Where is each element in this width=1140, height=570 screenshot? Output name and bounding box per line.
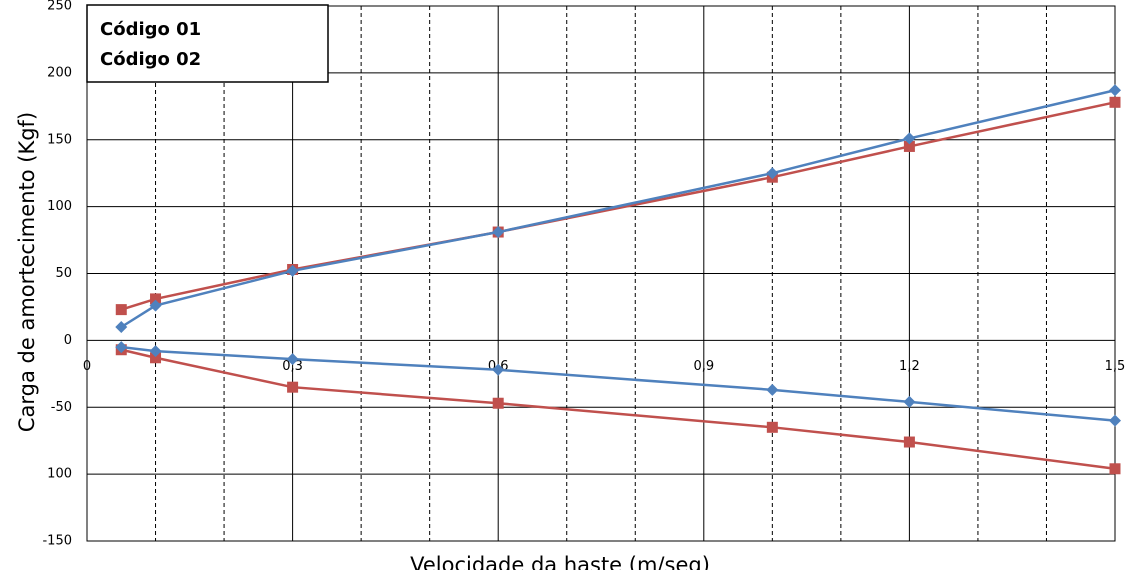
marker bbox=[149, 299, 162, 312]
marker bbox=[903, 132, 916, 145]
y-tick-label: -150 bbox=[42, 534, 72, 549]
marker bbox=[286, 353, 299, 366]
x-tick-label: 0,9 bbox=[693, 359, 714, 374]
x-tick-label: 0,3 bbox=[282, 359, 303, 374]
y-tick-label: 250 bbox=[47, 0, 72, 14]
y-tick-label: -50 bbox=[51, 400, 72, 415]
marker bbox=[903, 140, 915, 152]
marker bbox=[492, 226, 505, 239]
marker bbox=[903, 436, 915, 448]
marker bbox=[150, 293, 162, 305]
x-tick-label: 1,2 bbox=[899, 359, 920, 374]
marker bbox=[492, 363, 505, 376]
marker bbox=[1109, 463, 1121, 475]
marker bbox=[149, 345, 162, 358]
y-tick-label: 0 bbox=[64, 333, 72, 348]
legend-label: Código 02 bbox=[100, 49, 201, 70]
legend: Código 01 Código 02 bbox=[86, 4, 329, 83]
marker bbox=[115, 304, 127, 316]
marker bbox=[115, 321, 128, 333]
legend-box bbox=[86, 4, 329, 83]
y-tick-label: 50 bbox=[55, 266, 72, 281]
marker bbox=[150, 352, 162, 364]
y-tick-label: 100 bbox=[47, 199, 72, 214]
x-tick-label: 0 bbox=[83, 359, 91, 374]
x-tick-label: 1,5 bbox=[1105, 359, 1126, 374]
marker bbox=[492, 397, 504, 409]
marker bbox=[1109, 84, 1121, 97]
y-tick-label: 100 bbox=[47, 467, 72, 482]
marker bbox=[903, 395, 916, 408]
marker bbox=[287, 381, 299, 393]
x-axis-title: Velocidade da haste (m/seg) bbox=[410, 553, 710, 570]
marker bbox=[766, 421, 778, 433]
marker bbox=[766, 167, 779, 180]
marker bbox=[766, 383, 779, 396]
marker bbox=[1109, 96, 1121, 108]
y-tick-label: 150 bbox=[47, 132, 72, 147]
marker bbox=[115, 341, 128, 354]
y-axis-title: Carga de amortecimento (Kgf) bbox=[15, 112, 39, 432]
legend-label: Código 01 bbox=[100, 19, 201, 40]
marker bbox=[1109, 414, 1121, 427]
y-tick-label: 200 bbox=[47, 65, 72, 80]
marker bbox=[286, 264, 299, 277]
